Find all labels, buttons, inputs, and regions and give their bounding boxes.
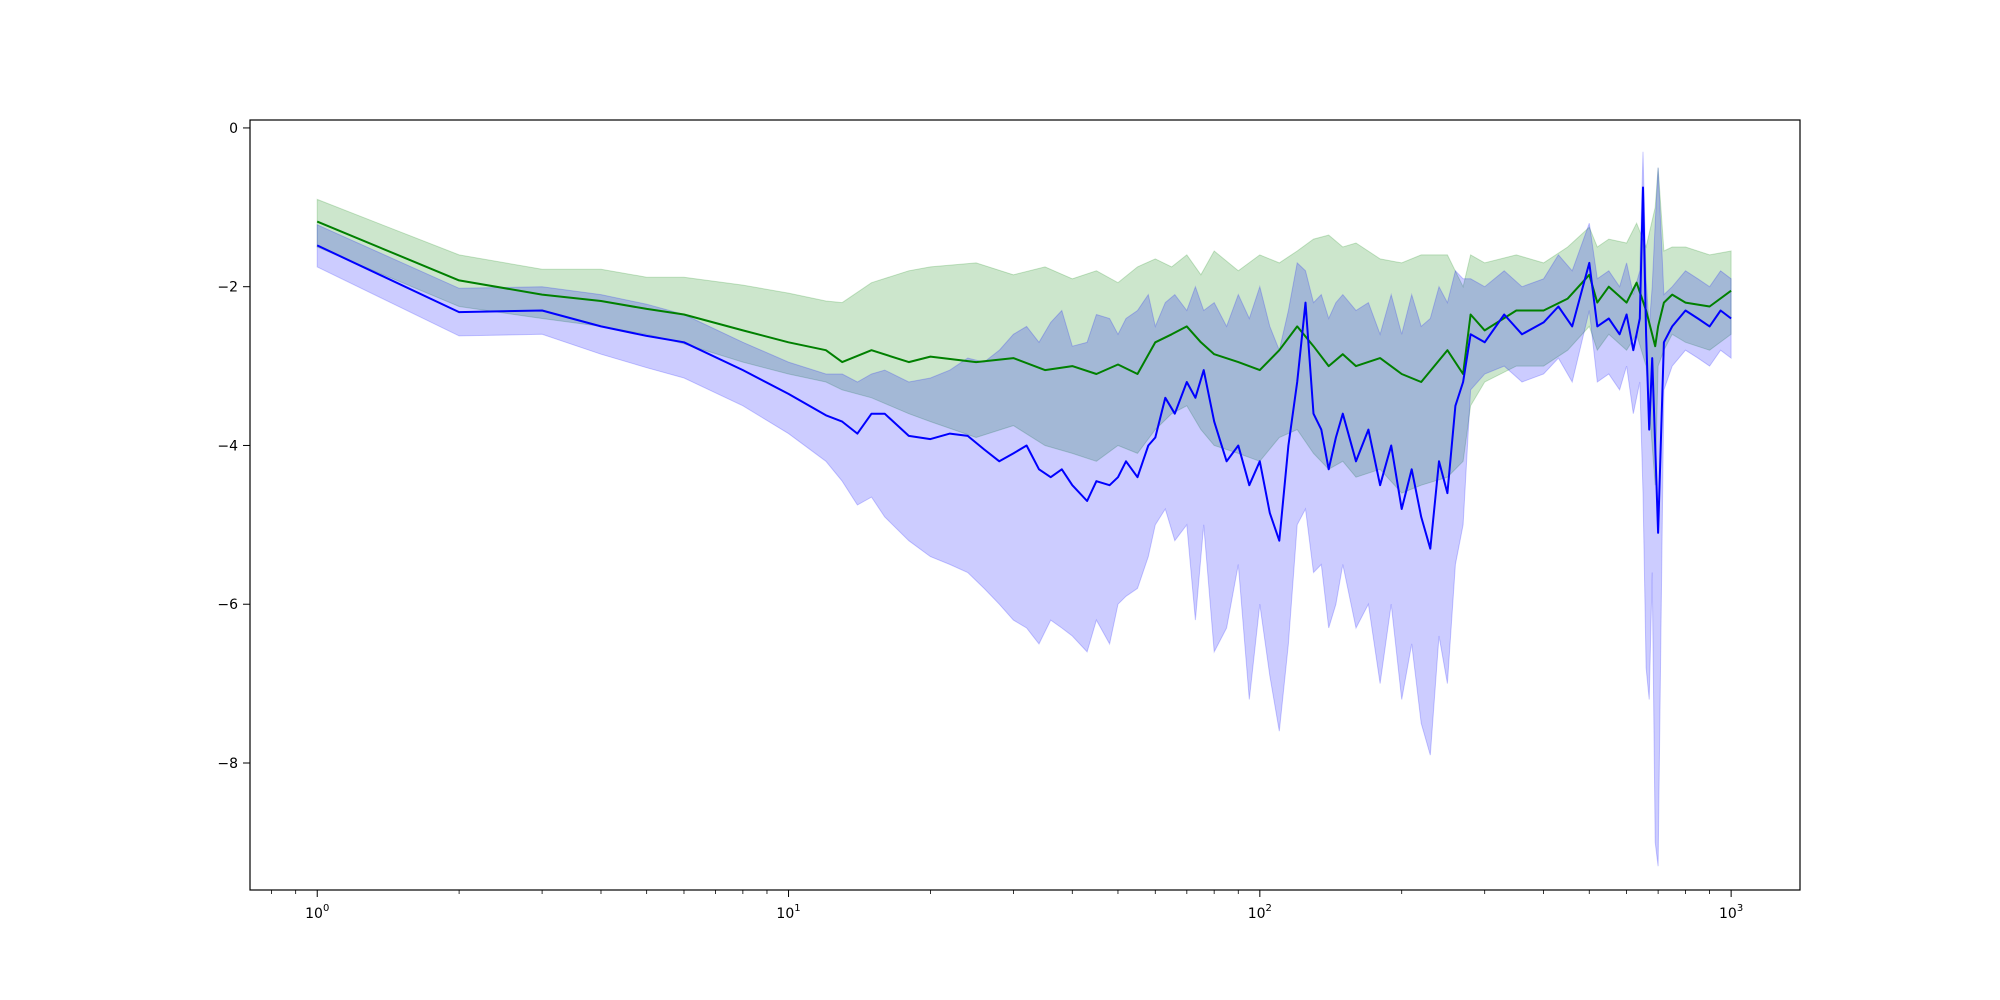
series-2-band <box>316 151 1732 867</box>
x-tick-label: 100 <box>305 903 329 922</box>
x-axis: 100 101 102 103 <box>271 890 1743 922</box>
x-tick-label: 101 <box>776 903 800 922</box>
y-tick-label: −4 <box>217 438 238 454</box>
y-tick-label: −8 <box>217 756 238 772</box>
y-tick-label: −2 <box>217 280 238 296</box>
y-tick-label: −6 <box>217 597 238 613</box>
series-1-line <box>316 220 1732 383</box>
x-tick-label: 102 <box>1248 903 1272 922</box>
series-lines <box>316 186 1732 550</box>
y-tick-label: 0 <box>229 121 238 137</box>
y-axis: 0 −2 −4 −6 −8 <box>217 121 250 772</box>
series-1-band <box>316 167 1732 494</box>
series-2-line <box>316 186 1732 550</box>
confidence-bands <box>316 151 1732 867</box>
x-tick-label: 103 <box>1719 903 1743 922</box>
plot-area-frame <box>249 119 1801 891</box>
